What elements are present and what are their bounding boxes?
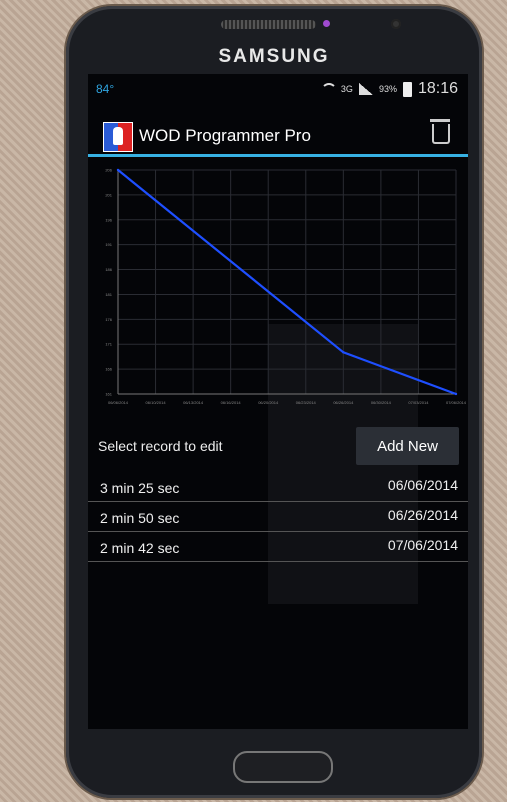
- y-tick-label: 176: [105, 317, 112, 322]
- record-time: 2 min 50 sec: [100, 510, 180, 526]
- y-tick-label: 171: [105, 342, 112, 347]
- x-tick-label: 07/03/2014: [408, 400, 429, 405]
- x-tick-label: 06/20/2014: [258, 400, 279, 405]
- data-point: [342, 351, 345, 354]
- record-date: 06/06/2014: [387, 477, 458, 493]
- y-tick-label: 191: [105, 242, 112, 247]
- progress-line-chart: 06/06/2014 06/10/2014 06/13/2014 06/16/2014…: [105, 168, 467, 406]
- action-bar: WOD Programmer Pro: [88, 116, 468, 157]
- y-tick-label: 186: [105, 267, 112, 272]
- y-tick-label: 196: [105, 217, 112, 222]
- phone-frame: SAMSUNG 84° 3G 93% 18:16 WOD Programmer …: [66, 6, 482, 798]
- record-row[interactable]: 2 min 50 sec 06/26/2014: [88, 502, 468, 532]
- record-row[interactable]: 2 min 42 sec 07/06/2014: [88, 532, 468, 562]
- record-row[interactable]: 3 min 25 sec 06/06/2014: [88, 472, 468, 502]
- app-title: WOD Programmer Pro: [139, 126, 311, 145]
- battery-icon: [402, 81, 412, 97]
- temperature-indicator: 84°: [96, 82, 115, 96]
- app-logo-icon[interactable]: [103, 122, 133, 152]
- select-record-label: Select record to edit: [98, 438, 223, 454]
- y-tick-label: 181: [105, 292, 112, 297]
- data-point: [454, 392, 458, 396]
- record-date: 06/26/2014: [387, 507, 458, 523]
- record-time: 3 min 25 sec: [100, 480, 180, 496]
- clock: 18:16: [417, 80, 458, 97]
- y-tick-label: 206: [105, 168, 112, 173]
- record-time: 2 min 42 sec: [100, 540, 180, 556]
- battery-percent: 93%: [378, 84, 397, 94]
- x-tick-label: 06/26/2014: [333, 400, 354, 405]
- x-tick-label: 06/10/2014: [146, 400, 167, 405]
- y-tick-label: 166: [105, 367, 112, 372]
- home-button[interactable]: [233, 751, 333, 783]
- signal-icon: [358, 83, 373, 95]
- x-tick-label: 06/23/2014: [296, 400, 317, 405]
- records-list: 3 min 25 sec 06/06/2014 2 min 50 sec 06/26/…: [88, 472, 468, 562]
- x-tick-label: 06/06/2014: [108, 400, 129, 405]
- x-tick-label: 06/30/2014: [371, 400, 392, 405]
- x-tick-label: 06/16/2014: [221, 400, 242, 405]
- screen: 84° 3G 93% 18:16 WOD Programmer Pro 06/0…: [88, 74, 468, 729]
- data-point: [116, 168, 120, 172]
- x-tick-label: 06/13/2014: [183, 400, 204, 405]
- sensor-light: [323, 20, 330, 27]
- trash-icon[interactable]: [430, 119, 450, 144]
- front-camera: [391, 19, 401, 29]
- wifi-icon: [319, 83, 337, 95]
- x-tick-label: 07/06/2014: [446, 400, 467, 405]
- y-tick-label: 161: [105, 392, 112, 397]
- record-date: 07/06/2014: [387, 537, 458, 553]
- record-controls: Select record to edit Add New: [88, 422, 468, 465]
- add-new-button[interactable]: Add New: [356, 427, 459, 465]
- brand-logo: SAMSUNG: [218, 46, 330, 67]
- status-bar: 84° 3G 93% 18:16: [88, 74, 468, 104]
- earpiece-speaker: [221, 20, 316, 29]
- network-type: 3G: [340, 84, 353, 94]
- series-line: [117, 169, 457, 396]
- y-tick-label: 201: [105, 192, 112, 197]
